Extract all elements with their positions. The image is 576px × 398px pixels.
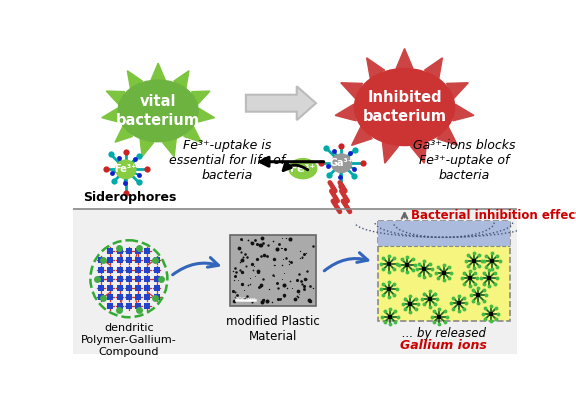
Text: 200nm: 200nm — [234, 297, 256, 302]
Text: Inhibited
bacterium: Inhibited bacterium — [362, 90, 446, 124]
Polygon shape — [367, 58, 385, 79]
Text: Ga³⁺: Ga³⁺ — [329, 158, 354, 168]
Text: Ga³⁺-ions blocks
Fe³⁺-uptake of
bacteria: Ga³⁺-ions blocks Fe³⁺-uptake of bacteria — [414, 139, 516, 181]
Bar — [74, 48, 517, 209]
Polygon shape — [453, 104, 474, 121]
Polygon shape — [127, 71, 142, 89]
Ellipse shape — [331, 154, 351, 172]
Polygon shape — [115, 126, 132, 142]
Text: ... by released: ... by released — [402, 327, 486, 340]
Ellipse shape — [354, 68, 454, 146]
Polygon shape — [197, 108, 214, 122]
Polygon shape — [351, 126, 372, 145]
Polygon shape — [411, 142, 427, 163]
Bar — [74, 209, 517, 354]
Polygon shape — [162, 139, 176, 157]
Text: Siderophores: Siderophores — [83, 191, 176, 204]
FancyArrowPatch shape — [324, 253, 367, 271]
Polygon shape — [140, 139, 154, 157]
Text: dendritic
Polymer-Gallium-
Compound: dendritic Polymer-Gallium- Compound — [81, 324, 177, 357]
FancyArrowPatch shape — [260, 157, 324, 166]
Polygon shape — [341, 83, 362, 99]
Polygon shape — [102, 108, 120, 122]
Bar — [378, 221, 510, 321]
FancyArrowPatch shape — [173, 258, 218, 275]
Text: Fe³⁺: Fe³⁺ — [290, 164, 316, 174]
Ellipse shape — [118, 80, 198, 142]
Text: Fe³⁺: Fe³⁺ — [115, 164, 137, 174]
Text: vital
bacterium: vital bacterium — [116, 94, 200, 128]
Text: Gallium ions: Gallium ions — [400, 339, 487, 352]
Polygon shape — [382, 142, 399, 163]
Ellipse shape — [289, 159, 317, 179]
Polygon shape — [151, 63, 165, 80]
Text: Fe³⁺-uptake is
essential for life of
bacteria: Fe³⁺-uptake is essential for life of bac… — [169, 139, 286, 181]
Text: Bacterial inhibition effect: Bacterial inhibition effect — [411, 209, 576, 222]
Text: modified Plastic
Material: modified Plastic Material — [226, 315, 320, 343]
Bar — [230, 235, 316, 306]
Bar — [378, 221, 510, 246]
Polygon shape — [335, 104, 356, 121]
Polygon shape — [425, 58, 442, 79]
Polygon shape — [174, 71, 189, 89]
Polygon shape — [437, 126, 457, 145]
Polygon shape — [446, 83, 468, 99]
Polygon shape — [107, 91, 124, 105]
Polygon shape — [192, 91, 210, 105]
Ellipse shape — [116, 160, 136, 179]
Polygon shape — [184, 126, 201, 142]
Polygon shape — [246, 86, 316, 120]
Polygon shape — [396, 49, 413, 68]
FancyArrowPatch shape — [283, 162, 308, 171]
